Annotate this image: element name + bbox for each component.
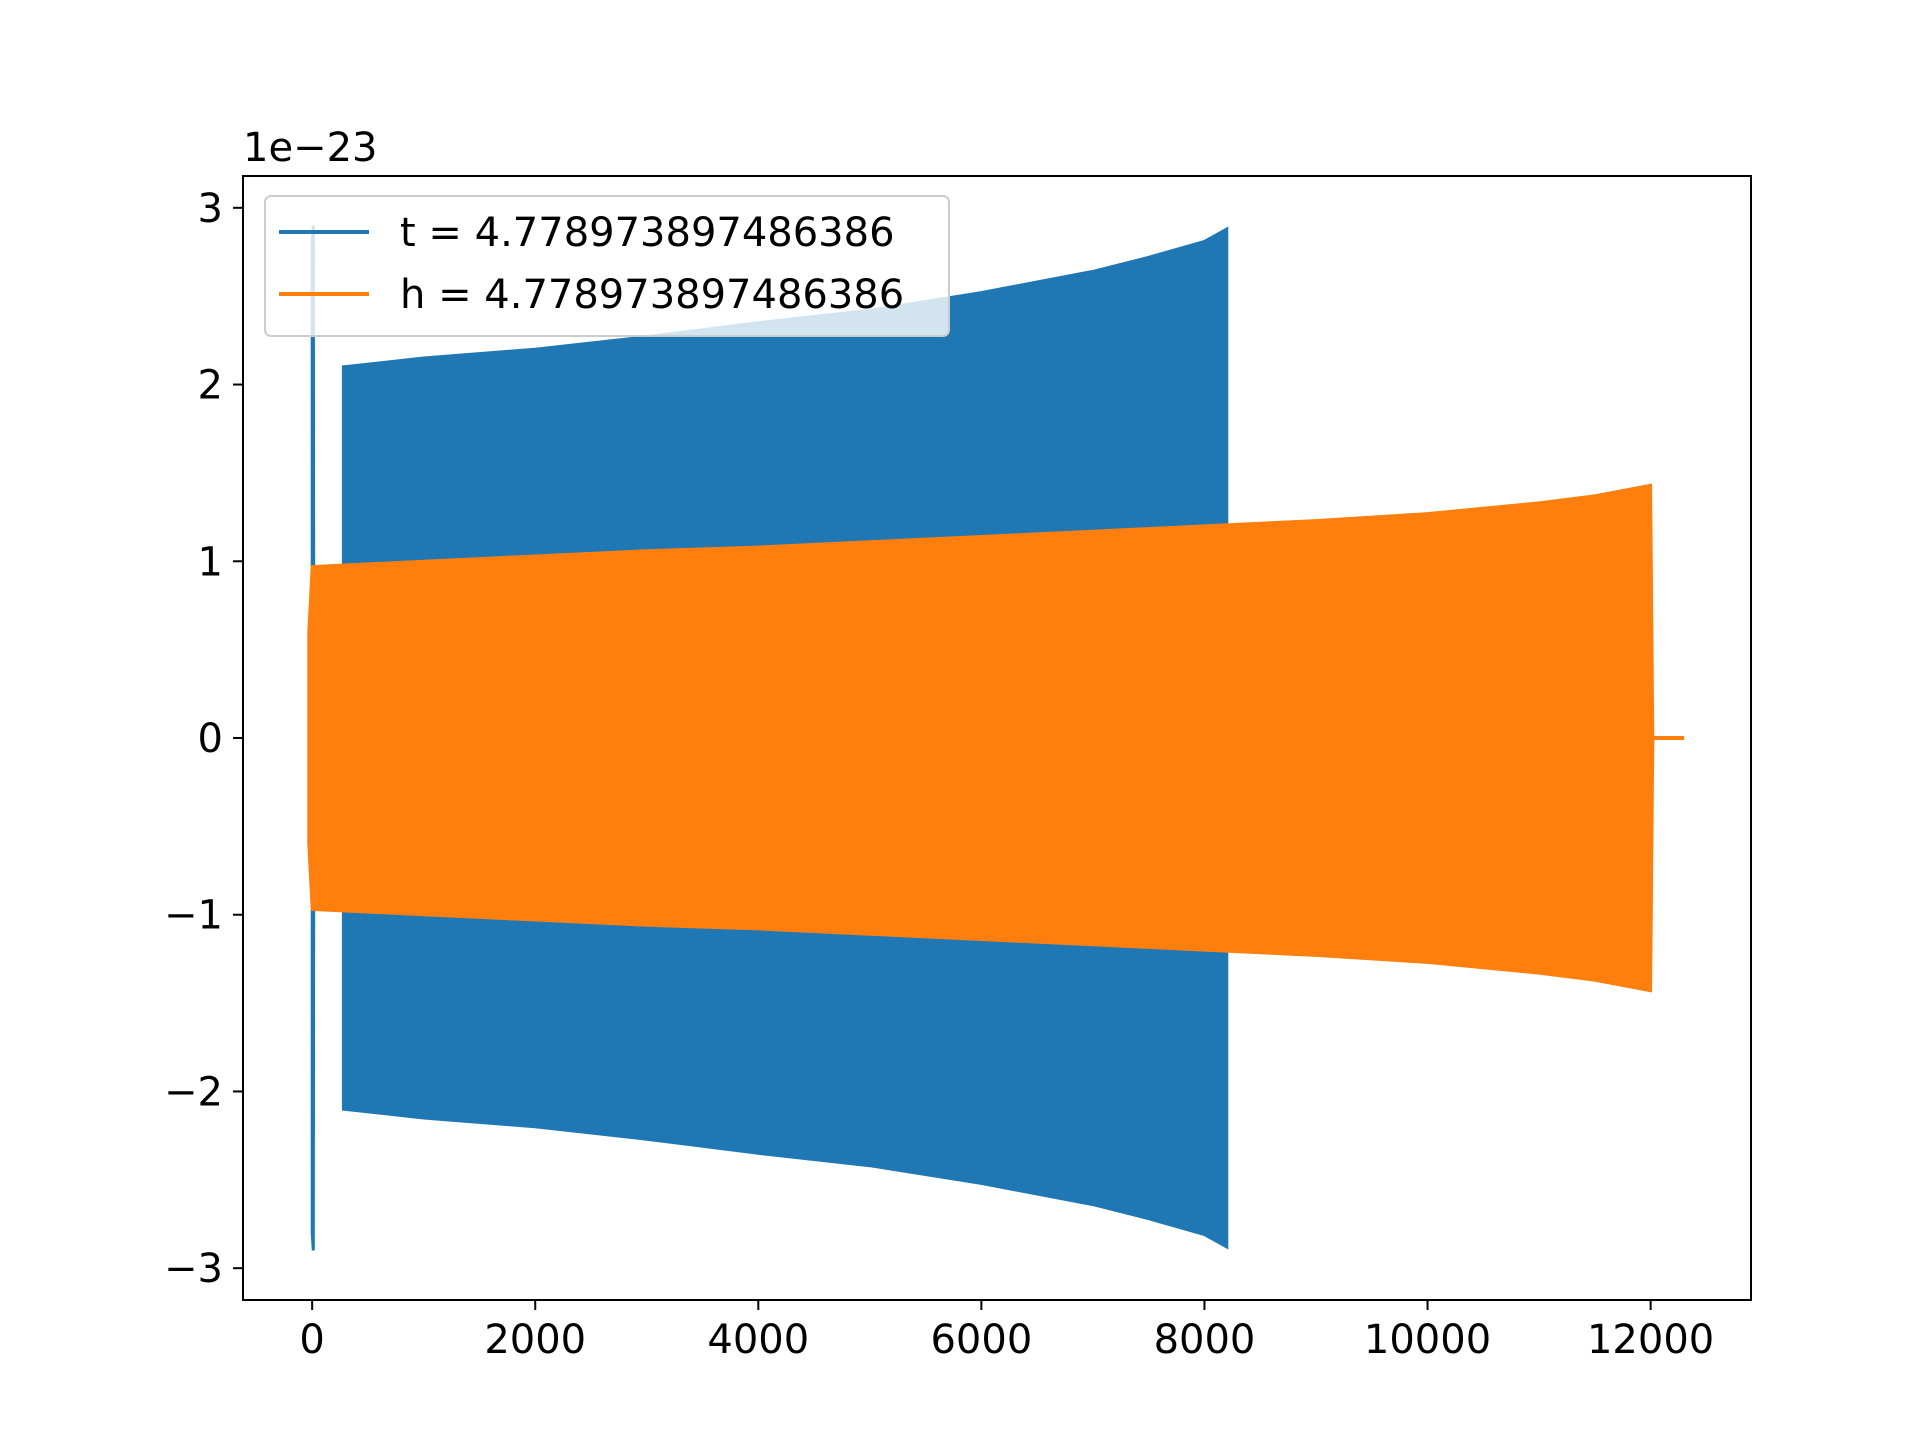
- y-tick-label: −3: [164, 1246, 223, 1292]
- x-tick-label: 4000: [707, 1317, 809, 1363]
- legend-entry-0: t = 4.778973897486386: [400, 210, 895, 256]
- y-tick-label: 1: [198, 539, 223, 585]
- x-tick-label: 0: [299, 1317, 324, 1363]
- y-tick-label: 3: [198, 186, 223, 232]
- y-tick-label: 0: [198, 716, 223, 762]
- x-tick-label: 8000: [1154, 1317, 1256, 1363]
- x-axis: 0 2000 4000 6000 8000 10000 12000: [299, 1300, 1714, 1363]
- x-tick-label: 10000: [1364, 1317, 1491, 1363]
- axes-frame: [242, 175, 1752, 1301]
- y-tick-label: 2: [198, 363, 223, 409]
- y-tick-label: −1: [164, 893, 223, 939]
- legend-box: [264, 195, 950, 337]
- x-tick-label: 2000: [484, 1317, 586, 1363]
- y-axis: −3 −2 −1 0 1 2 3: [164, 186, 243, 1292]
- x-tick-label: 6000: [930, 1317, 1032, 1363]
- x-tick-label: 12000: [1587, 1317, 1714, 1363]
- y-tick-label: −2: [164, 1069, 223, 1115]
- legend-entry-1: h = 4.778973897486386: [400, 272, 904, 318]
- legend: t = 4.778973897486386 h = 4.7789738974863…: [264, 195, 950, 337]
- plot-area: [307, 225, 1685, 1251]
- y-offset-label: 1e−23: [243, 125, 377, 171]
- series-1-oscillation: [307, 483, 1685, 993]
